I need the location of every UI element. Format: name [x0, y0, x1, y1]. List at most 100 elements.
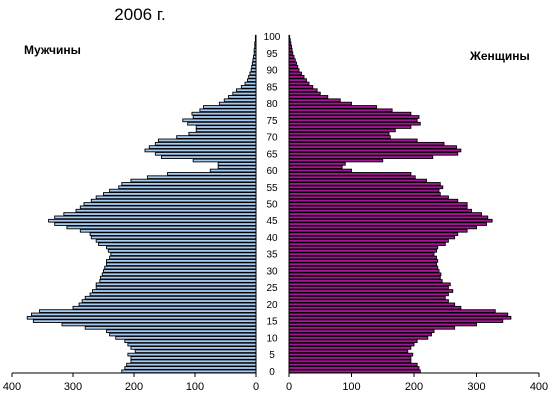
age-label-55: 55	[266, 183, 278, 194]
bar-male-age-90	[250, 68, 257, 72]
age-label-50: 50	[266, 200, 278, 211]
bar-male-age-65	[154, 151, 257, 156]
bar-male-age-60	[209, 168, 257, 173]
bar-female-age-93	[288, 58, 296, 62]
age-label-65: 65	[266, 149, 278, 160]
bar-female-age-31	[288, 265, 439, 270]
bar-female-age-58	[288, 175, 416, 180]
bar-female-age-18	[288, 309, 496, 313]
bar-male-age-89	[249, 71, 257, 76]
bar-female-age-19	[288, 305, 462, 310]
bar-female-age-50	[288, 202, 468, 206]
bar-female-age-77	[288, 111, 412, 116]
bar-male-age-40	[90, 235, 257, 240]
bar-male-age-41	[89, 232, 257, 236]
bar-female-age-4	[288, 356, 412, 360]
bar-male-age-71	[188, 131, 257, 136]
bar-male-age-22	[84, 295, 257, 300]
bar-female-age-2	[288, 362, 418, 367]
bar-female-age-28	[288, 275, 441, 280]
bar-male-age-47	[63, 212, 257, 216]
bar-male-age-70	[176, 135, 257, 139]
bar-female-age-0	[288, 369, 421, 374]
bar-female-age-6	[288, 349, 409, 354]
bar-female-age-70	[288, 135, 391, 139]
bar-female-age-42	[288, 228, 468, 233]
bar-female-age-62	[288, 162, 346, 166]
bar-female-age-57	[288, 178, 427, 183]
bar-male-age-55	[118, 185, 257, 190]
male-tick-label-400: 400	[3, 381, 21, 393]
bar-male-age-62	[217, 162, 257, 166]
bar-male-age-33	[106, 259, 257, 263]
male-tick-label-200: 200	[125, 381, 143, 393]
series-label-male: Мужчины	[24, 43, 81, 57]
bar-male-age-81	[223, 98, 257, 103]
age-label-95: 95	[266, 49, 278, 60]
bar-female-age-83	[288, 91, 321, 96]
bar-male-age-83	[232, 91, 257, 96]
bar-female-age-61	[288, 165, 343, 170]
age-label-30: 30	[266, 266, 278, 277]
bar-male-age-17	[31, 312, 257, 317]
bar-male-age-82	[228, 95, 257, 99]
bar-male-age-21	[81, 299, 257, 303]
bar-female-age-20	[288, 302, 456, 307]
bar-female-age-85	[288, 85, 314, 89]
bar-female-age-90	[288, 68, 300, 72]
age-label-100: 100	[264, 32, 281, 43]
bar-male-age-28	[99, 275, 257, 280]
bar-male-age-24	[92, 289, 257, 293]
bar-male-age-88	[248, 75, 257, 79]
bar-female-age-79	[288, 105, 377, 109]
bar-male-age-19	[72, 305, 257, 310]
bar-female-age-30	[288, 269, 440, 273]
bar-male-age-43	[66, 225, 257, 230]
bar-female-age-80	[288, 101, 352, 106]
female-tick-label-0: 0	[286, 381, 292, 393]
age-label-80: 80	[266, 99, 278, 110]
bar-male-age-7	[130, 346, 257, 350]
bar-female-age-10	[288, 336, 429, 340]
bar-female-age-47	[288, 212, 482, 216]
bar-female-age-9	[288, 339, 418, 344]
bar-male-age-54	[109, 188, 257, 193]
age-label-75: 75	[266, 116, 278, 127]
bar-male-age-80	[218, 101, 257, 106]
bar-female-age-24	[288, 289, 454, 293]
bar-female-age-12	[288, 329, 435, 333]
bar-female-age-13	[288, 326, 456, 330]
bar-female-age-43	[288, 225, 477, 230]
bar-female-age-94	[288, 54, 295, 59]
bar-male-age-48	[75, 208, 257, 213]
bar-male-age-13	[84, 326, 257, 330]
bar-male-age-50	[83, 202, 257, 206]
bar-male-age-87	[247, 78, 257, 83]
bar-female-age-76	[288, 115, 420, 119]
bar-male-age-57	[130, 178, 257, 183]
bar-male-age-32	[106, 262, 257, 267]
bar-female-age-22	[288, 295, 446, 300]
bar-male-age-10	[115, 336, 257, 340]
bar-female-age-39	[288, 238, 449, 243]
bar-male-age-72	[195, 128, 257, 133]
bar-male-age-56	[121, 182, 257, 186]
bar-female-age-75	[288, 118, 418, 123]
bar-male-age-8	[127, 342, 257, 347]
bar-male-age-27	[99, 279, 257, 283]
bar-male-age-58	[146, 175, 257, 180]
bar-female-age-27	[288, 279, 443, 283]
bar-male-age-11	[109, 332, 257, 337]
bar-female-age-1	[288, 366, 420, 370]
bar-female-age-15	[288, 319, 504, 323]
bar-male-age-30	[103, 269, 257, 273]
bar-female-age-53	[288, 192, 441, 196]
bar-male-age-36	[107, 249, 257, 253]
bar-female-age-78	[288, 108, 393, 113]
bar-female-age-33	[288, 259, 439, 263]
bar-male-age-9	[124, 339, 257, 344]
bar-male-age-78	[199, 108, 257, 113]
bar-male-age-59	[167, 172, 257, 176]
bar-male-age-35	[110, 252, 257, 257]
